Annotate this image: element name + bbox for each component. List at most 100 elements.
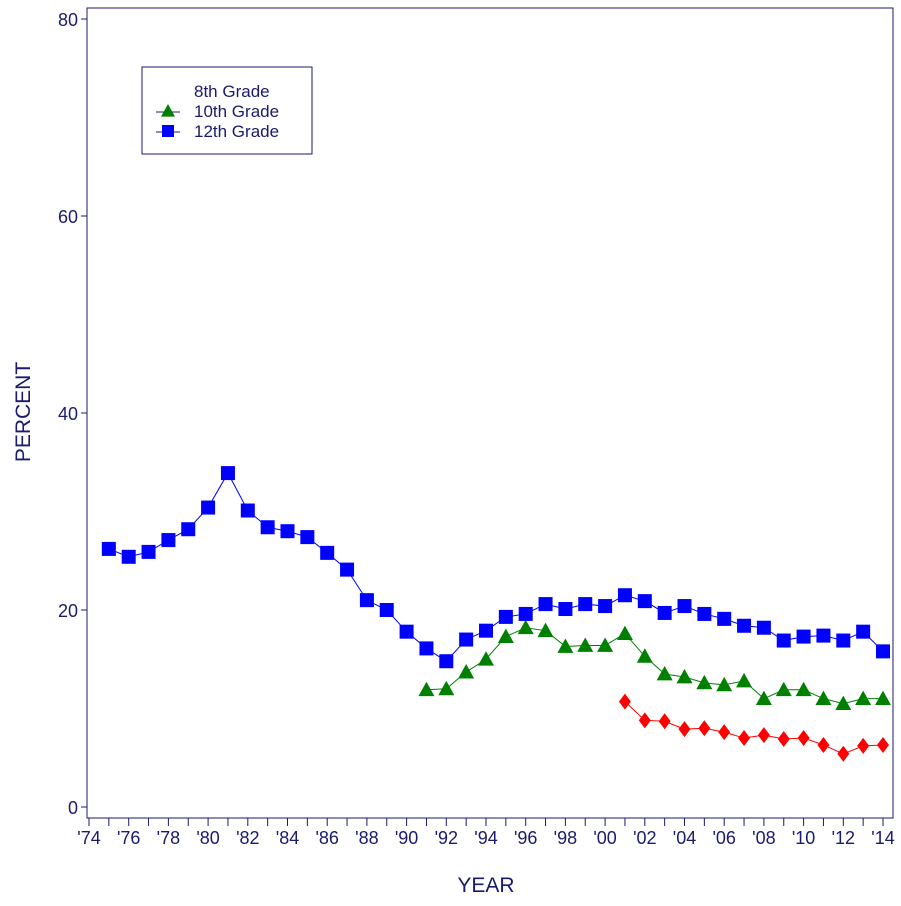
data-point: [478, 651, 494, 666]
x-tick-label: '86: [315, 828, 338, 848]
data-point: [518, 606, 533, 621]
data-point: [857, 737, 870, 754]
legend-label: 10th Grade: [194, 102, 279, 121]
x-tick-label: '74: [77, 828, 100, 848]
data-point: [320, 545, 335, 560]
data-point: [597, 637, 614, 652]
data-point: [557, 638, 574, 653]
data-point: [676, 668, 693, 684]
legend-entry: 8th Grade: [194, 82, 270, 101]
y-axis-title: PERCENT: [12, 362, 35, 463]
data-point: [656, 666, 673, 681]
data-point: [618, 693, 631, 710]
data-point: [636, 648, 653, 663]
series-layer: [101, 466, 891, 762]
x-tick-label: '98: [554, 828, 577, 848]
series-line: [108, 472, 884, 662]
data-point: [616, 625, 633, 641]
x-tick-label: '08: [752, 828, 775, 848]
data-point: [717, 611, 732, 626]
data-point: [498, 609, 513, 624]
data-point: [817, 736, 830, 753]
data-point: [201, 500, 216, 515]
data-point: [775, 681, 792, 697]
data-point: [637, 594, 652, 609]
x-tick-label: '14: [871, 828, 894, 848]
series-8th-grade: [618, 693, 889, 762]
data-point: [161, 533, 176, 548]
data-point: [459, 632, 474, 647]
y-tick-label: 0: [68, 798, 78, 818]
data-point: [755, 690, 772, 706]
y-tick-label: 20: [58, 601, 78, 621]
x-tick-label: '12: [832, 828, 855, 848]
data-point: [816, 628, 831, 643]
legend-label: 8th Grade: [194, 82, 270, 101]
data-point: [359, 593, 374, 608]
data-point: [777, 731, 790, 748]
legend-swatch-marker: [162, 125, 174, 137]
legend-label: 12th Grade: [194, 122, 279, 141]
data-point: [738, 730, 751, 747]
x-tick-label: '04: [673, 828, 696, 848]
data-point: [418, 681, 435, 697]
data-point: [797, 730, 810, 747]
data-point: [141, 544, 156, 559]
data-point: [795, 681, 812, 697]
x-tick-label: '90: [395, 828, 418, 848]
data-point: [497, 628, 514, 643]
data-point: [300, 530, 315, 545]
data-point: [658, 713, 671, 730]
series-12th-grade: [101, 466, 890, 669]
data-point: [260, 520, 275, 535]
data-point: [340, 562, 355, 577]
x-tick-label: '76: [117, 828, 140, 848]
data-point: [517, 619, 534, 635]
x-tick-label: '10: [792, 828, 815, 848]
data-point: [577, 637, 594, 652]
axes: 0 20 40 60 80 '74 '76 '78 '80 '82 '84 '86 '88 '90 '92 '…: [58, 7, 895, 848]
x-tick-label: '82: [236, 828, 259, 848]
data-point: [399, 624, 414, 639]
legend-entry: 12th Grade: [156, 122, 279, 141]
data-point: [419, 641, 434, 656]
data-point: [617, 588, 632, 603]
data-point: [558, 602, 573, 617]
data-point: [855, 690, 872, 706]
data-point: [796, 629, 811, 644]
data-point: [815, 690, 832, 706]
x-tick-label: '00: [593, 828, 616, 848]
data-point: [240, 503, 255, 518]
x-tick-label: '06: [712, 828, 735, 848]
data-point: [696, 674, 713, 690]
x-tick-label: '92: [435, 828, 458, 848]
data-point: [737, 618, 752, 633]
x-tick-label: '78: [157, 828, 180, 848]
data-point: [837, 745, 850, 762]
x-tick-label: '80: [196, 828, 219, 848]
data-point: [757, 727, 770, 744]
data-point: [678, 721, 691, 738]
data-point: [181, 522, 196, 537]
data-point: [776, 633, 791, 648]
data-point: [598, 599, 613, 614]
data-point: [836, 633, 851, 648]
data-point: [716, 676, 733, 692]
series-line: [426, 627, 883, 705]
y-tick-label: 60: [58, 207, 78, 227]
data-point: [877, 736, 889, 753]
data-point: [220, 466, 235, 481]
x-tick-label: '94: [474, 828, 497, 848]
data-point: [697, 606, 712, 621]
y-tick-label: 40: [58, 404, 78, 424]
legend-swatch-marker: [161, 104, 175, 117]
data-point: [538, 597, 553, 612]
data-point: [876, 644, 890, 659]
data-point: [379, 603, 394, 617]
x-tick-label: '84: [276, 828, 299, 848]
data-point: [677, 599, 692, 614]
data-point: [756, 620, 771, 635]
data-point: [537, 622, 554, 638]
